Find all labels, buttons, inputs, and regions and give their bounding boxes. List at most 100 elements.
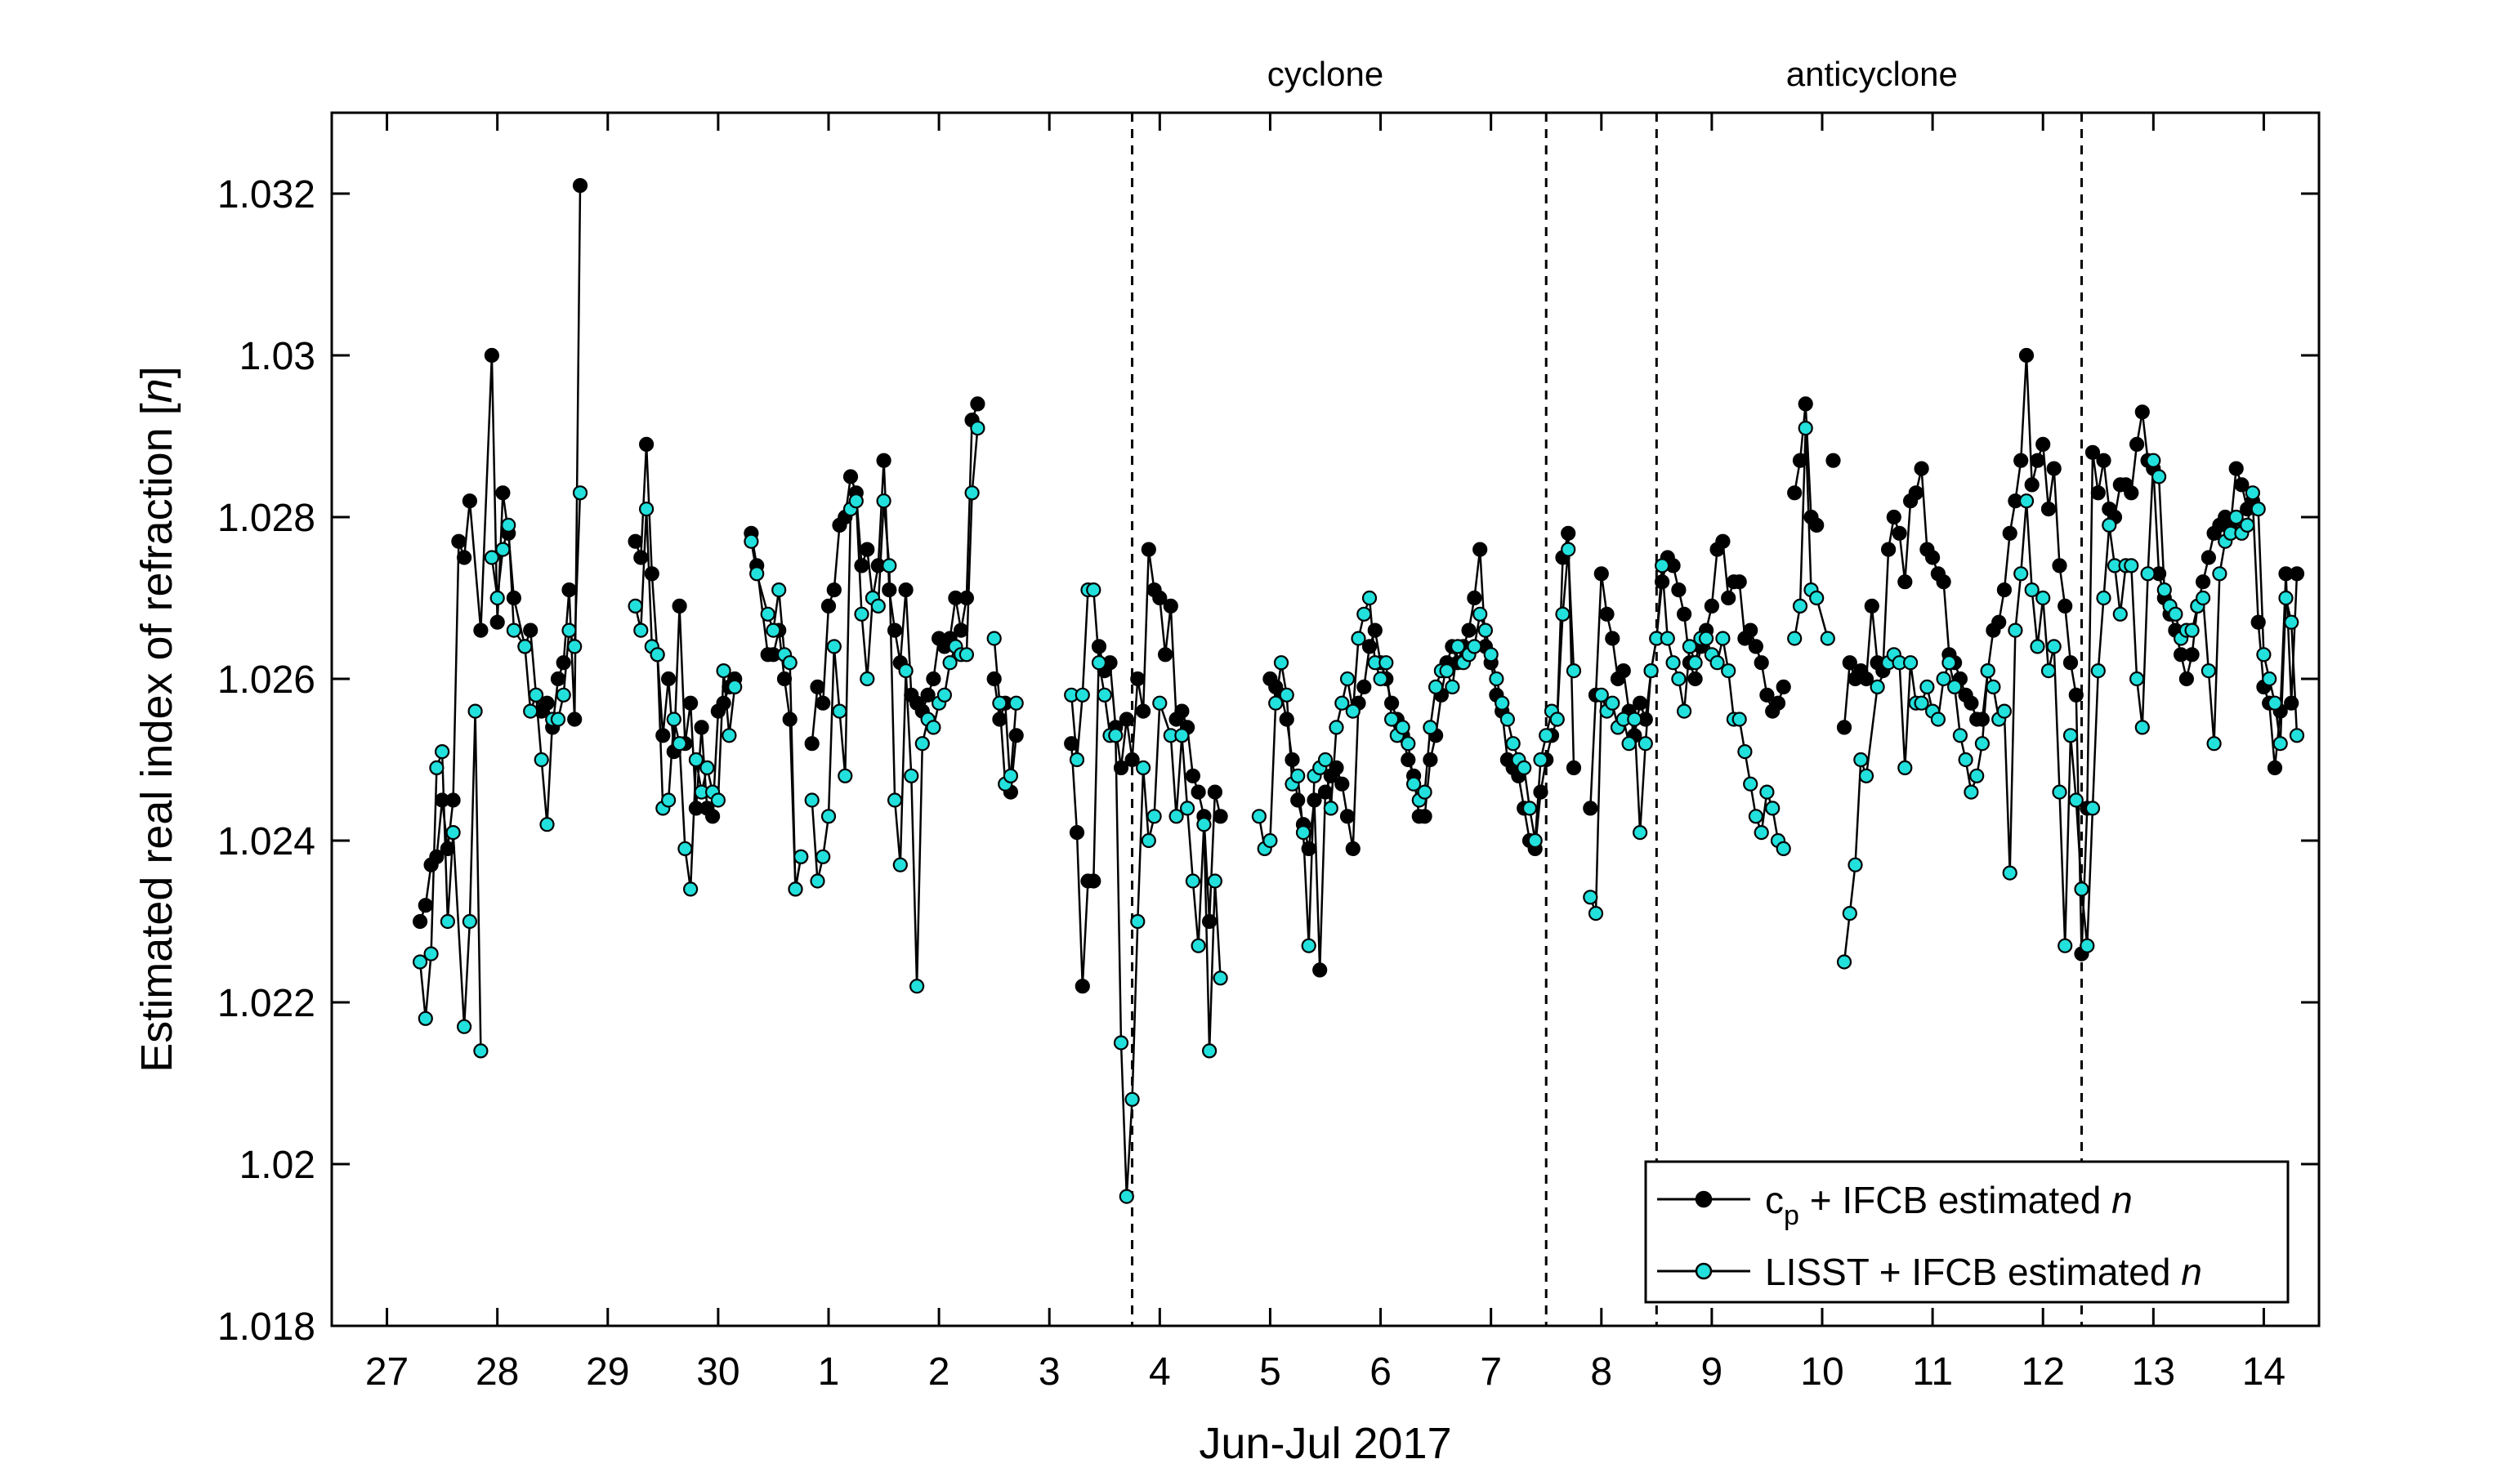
series-1-point xyxy=(1130,913,1146,930)
series-0-point xyxy=(1892,525,1907,541)
x-tick-label: 12 xyxy=(2022,1350,2065,1394)
series-0-point xyxy=(876,453,891,468)
series-1-point xyxy=(1472,606,1488,622)
series-0-point xyxy=(1864,598,1879,614)
series-1-point xyxy=(793,849,809,864)
legend-marker-lisst xyxy=(1695,1262,1713,1280)
legend-marker-cp xyxy=(1695,1190,1713,1208)
series-0-point xyxy=(451,533,467,549)
series-1-point xyxy=(1428,679,1444,695)
series-1-point xyxy=(2156,582,2172,598)
series-0-point xyxy=(2018,347,2035,364)
series-1-point xyxy=(2068,792,2084,808)
series-1-point xyxy=(1654,558,1670,573)
series-0-point xyxy=(1285,752,1300,768)
series-1-point xyxy=(1754,824,1769,841)
series-0-point xyxy=(2228,461,2244,476)
series-1-point xyxy=(445,824,461,841)
series-1-point xyxy=(467,703,483,719)
series-0-point xyxy=(2068,687,2084,703)
series-1-point xyxy=(854,606,869,622)
series-1-point xyxy=(1776,841,1791,857)
series-1-point xyxy=(1964,784,1979,800)
series-1-point xyxy=(1677,703,1692,719)
series-1-point xyxy=(1936,671,1951,687)
series-1-point xyxy=(2184,622,2200,638)
series-1-point xyxy=(1820,631,1835,646)
series-0-point xyxy=(860,542,875,557)
series-1-point xyxy=(1489,671,1504,687)
axis-labels: 1.0181.021.0221.0241.0261.0281.031.03227… xyxy=(217,173,2285,1394)
series-0-point xyxy=(682,695,699,711)
series-0-point xyxy=(1886,509,1901,525)
series-1-point xyxy=(1356,606,1372,622)
series-1-point xyxy=(517,639,533,654)
series-1-point xyxy=(638,501,655,517)
series-1-point xyxy=(936,687,953,703)
series-1-point xyxy=(1086,582,1101,598)
series-0-point xyxy=(1671,582,1687,598)
series-1-point xyxy=(1213,970,1228,986)
series-0-point xyxy=(1721,590,1736,606)
series-0-point xyxy=(1423,752,1438,768)
legend-entry-cp-main: c xyxy=(1765,1179,1784,1221)
series-0-point xyxy=(1748,639,1763,654)
series-1-point xyxy=(1561,542,1576,557)
series-0-point xyxy=(489,614,505,630)
series-1-point xyxy=(1986,679,2001,695)
series-0-point xyxy=(2090,485,2106,501)
series-1-point xyxy=(1930,712,1946,727)
series-1-point xyxy=(804,792,820,808)
series-0-point xyxy=(1086,873,1101,889)
series-1-point xyxy=(986,631,1002,646)
series-1-point xyxy=(1969,768,1985,783)
series-1-point xyxy=(1903,655,1919,671)
series-1-point xyxy=(1201,1043,1218,1059)
series-1-point xyxy=(744,533,759,549)
series-0-point xyxy=(2030,453,2045,468)
series-0-point xyxy=(2134,404,2150,420)
series-0-point xyxy=(1731,574,1747,590)
series-0-point xyxy=(539,695,555,711)
series-1-point xyxy=(1146,809,1162,824)
series-1-point xyxy=(1588,905,1604,921)
series-0-point xyxy=(1163,598,1178,614)
series-1-point xyxy=(1179,801,1195,816)
series-0-point xyxy=(1605,631,1620,646)
series-1-point xyxy=(2146,453,2161,468)
series-1-point xyxy=(1660,631,1675,646)
legend: cp + IFCB estimated n LISST + IFCB estim… xyxy=(1644,1160,2290,1304)
series-1-point xyxy=(1632,824,1648,841)
series-1-point xyxy=(682,881,699,897)
series-1-point xyxy=(2256,647,2272,663)
series-0-point xyxy=(1290,792,1306,808)
series-1-point xyxy=(1836,954,1852,970)
series-0-point xyxy=(1279,712,1294,727)
series-0-point xyxy=(1715,533,1731,549)
series-0-point xyxy=(1704,598,1719,614)
series-1-point xyxy=(1477,622,1494,638)
series-1-point xyxy=(771,582,787,598)
series-0-point xyxy=(1881,542,1897,557)
series-1-point xyxy=(1958,752,1973,768)
series-1-point xyxy=(1295,824,1311,841)
series-1-point xyxy=(1467,639,1482,654)
series-1-point xyxy=(1301,938,1316,953)
series-1-point xyxy=(1798,420,1813,436)
series-1-point xyxy=(1621,736,1637,752)
series-1-point xyxy=(628,598,643,614)
series-1-point xyxy=(2008,622,2023,638)
series-1-point xyxy=(1383,712,1400,727)
series-0-point xyxy=(1417,809,1432,824)
series-1-point xyxy=(506,622,522,638)
series-0-point xyxy=(716,695,731,711)
series-1-point xyxy=(572,485,588,501)
series-1-point xyxy=(2201,663,2216,679)
series-1-point xyxy=(1671,671,1687,687)
legend-entry-lisst: LISST + IFCB estimated n xyxy=(1765,1251,2202,1293)
x-tick-label: 14 xyxy=(2242,1350,2285,1394)
series-1-point xyxy=(567,639,583,654)
series-1-point xyxy=(1643,663,1659,679)
x-tick-label: 7 xyxy=(1480,1350,1502,1394)
x-tick-label: 8 xyxy=(1590,1350,1612,1394)
